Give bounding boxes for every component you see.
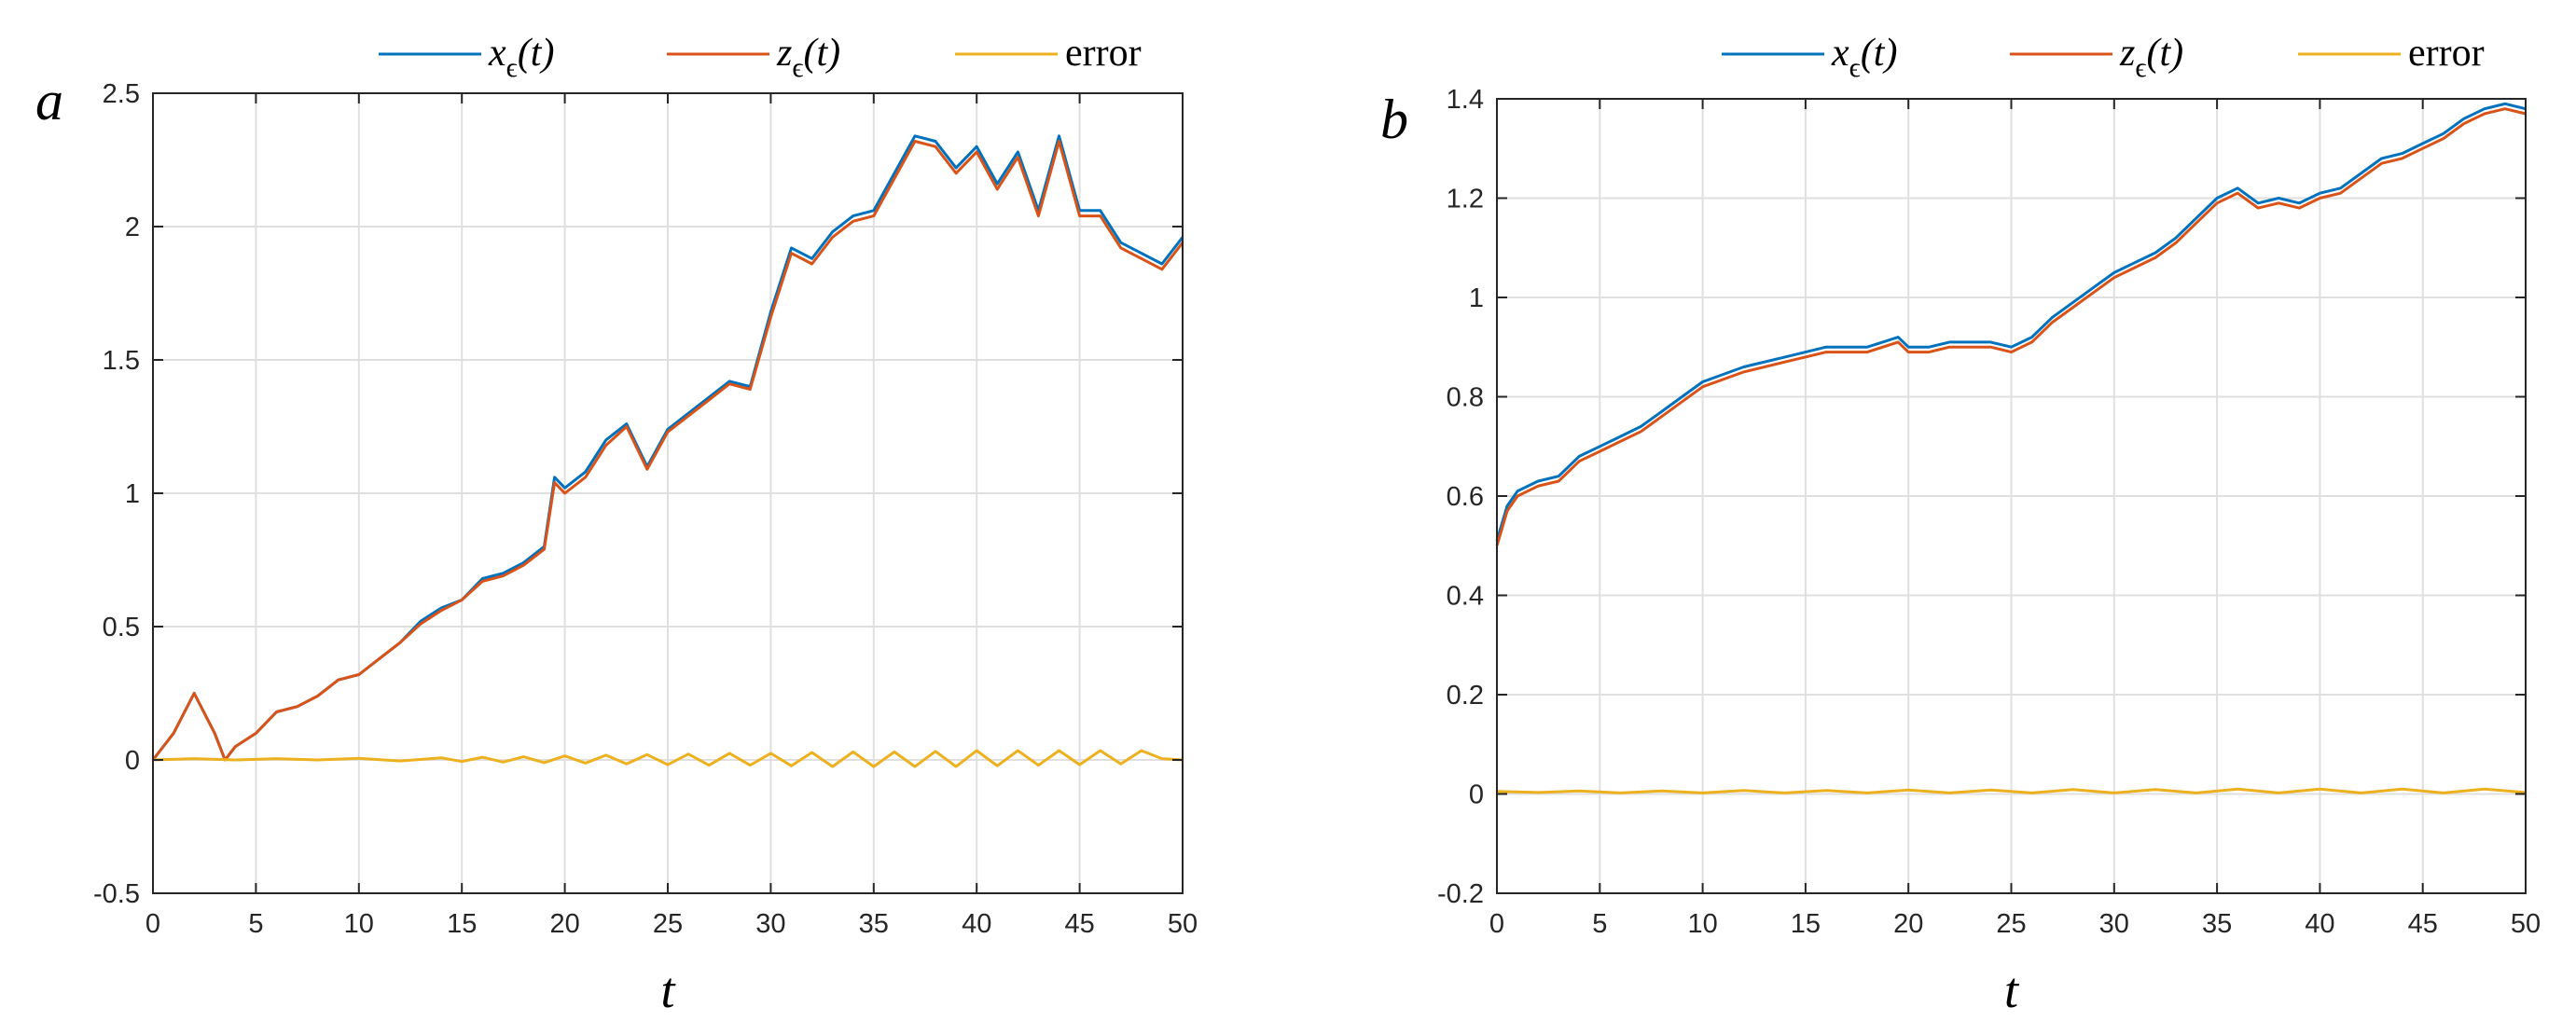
- x-axis-label-b: t: [2004, 962, 2020, 1018]
- x-tick-label: 5: [1592, 909, 1607, 939]
- x-tick-label: 40: [2305, 909, 2334, 939]
- series-line-z: [1495, 107, 2527, 546]
- x-tick-label: 15: [1791, 909, 1821, 939]
- x-tick-label: 15: [447, 909, 477, 939]
- y-tick-label: -0.5: [93, 879, 140, 909]
- x-tick-label: 20: [549, 909, 579, 939]
- series-line-error: [1496, 787, 2527, 794]
- legend-subscript: ϵ: [792, 52, 803, 83]
- series-line-z: [151, 140, 1184, 762]
- legend-a: xϵ(t) zϵ(t) error: [379, 32, 1142, 83]
- x-tick-label: 35: [2202, 909, 2232, 939]
- y-tick-label: 1.2: [1447, 185, 1484, 214]
- legend-subscript: ϵ: [506, 52, 518, 83]
- panel-a: a 0 5 10 15 20 25 30 35 40 45 50-0.500.511.522.5 x…: [35, 32, 1198, 1018]
- y-tick-label: 1.5: [103, 346, 140, 376]
- ticks-a: 0 5 10 15 20 25 30 35 40 45 50-0.500.511.522.5: [93, 79, 1198, 939]
- panel-letter-b: b: [1380, 89, 1408, 150]
- x-tick-label: 5: [248, 909, 263, 939]
- series-line-x: [1495, 102, 2527, 542]
- series-group-b: [1495, 102, 2527, 794]
- y-tick-label: 0.2: [1447, 681, 1484, 711]
- y-tick-label: 0: [1469, 780, 1484, 810]
- panel-letter-a: a: [35, 70, 63, 131]
- legend-subscript: ϵ: [2135, 52, 2146, 83]
- legend-label-z: zϵ(t): [776, 32, 840, 83]
- series-line-error: [152, 749, 1184, 768]
- y-tick-label: 2.5: [103, 79, 140, 109]
- y-tick-label: 1: [1469, 283, 1484, 313]
- x-tick-label: 30: [2099, 909, 2129, 939]
- legend-label-x: xϵ(t): [488, 32, 554, 83]
- x-tick-label: 50: [1168, 909, 1198, 939]
- y-tick-label: 1.4: [1447, 85, 1484, 115]
- x-tick-label: 45: [2408, 909, 2438, 939]
- x-tick-label: 35: [859, 909, 889, 939]
- x-tick-label: 10: [1687, 909, 1717, 939]
- grid-b: [1497, 99, 2526, 893]
- y-tick-label: 0.5: [103, 613, 140, 642]
- x-tick-label: 20: [1893, 909, 1923, 939]
- x-tick-label: 40: [962, 909, 991, 939]
- x-tick-label: 30: [755, 909, 785, 939]
- legend-arg: (t): [518, 32, 555, 75]
- y-tick-label: 0.6: [1447, 482, 1484, 512]
- ticks-b: 0 5 10 15 20 25 30 35 40 45 50-0.200.20.40.60.811.…: [1437, 85, 2541, 939]
- y-tick-label: 1: [125, 479, 140, 509]
- x-axis-label-a: t: [660, 962, 676, 1018]
- y-tick-label: 0.8: [1447, 383, 1484, 413]
- panel-b: b 0 5 10 15 20 25 30 35 40 45 50-0.200.20.40.60.81…: [1380, 32, 2541, 1018]
- legend-label-x: xϵ(t): [1831, 32, 1897, 83]
- y-tick-label: 0.4: [1447, 582, 1484, 612]
- grid-a: [153, 93, 1183, 893]
- legend-var: x: [1831, 32, 1849, 75]
- legend-arg: (t): [1861, 32, 1898, 75]
- y-tick-label: 0: [125, 746, 140, 776]
- x-tick-label: 50: [2511, 909, 2541, 939]
- x-tick-label: 25: [653, 909, 683, 939]
- y-tick-label: -0.2: [1437, 879, 1484, 909]
- legend-label-error: error: [1065, 32, 1142, 75]
- legend-subscript: ϵ: [1849, 52, 1861, 83]
- legend-label-error: error: [2408, 32, 2485, 75]
- x-tick-label: 10: [344, 909, 374, 939]
- legend-arg: (t): [804, 32, 841, 75]
- legend-b: xϵ(t) zϵ(t) error: [1722, 32, 2485, 83]
- legend-var: x: [488, 32, 506, 75]
- x-tick-label: 45: [1064, 909, 1094, 939]
- series-group-a: [151, 134, 1184, 768]
- x-tick-label: 25: [1996, 909, 2026, 939]
- x-tick-label: 0: [145, 909, 160, 939]
- legend-var: z: [776, 32, 792, 75]
- legend-label-z: zϵ(t): [2119, 32, 2183, 83]
- legend-var: z: [2119, 32, 2135, 75]
- legend-arg: (t): [2147, 32, 2184, 75]
- x-tick-label: 0: [1489, 909, 1504, 939]
- y-tick-label: 2: [125, 213, 140, 242]
